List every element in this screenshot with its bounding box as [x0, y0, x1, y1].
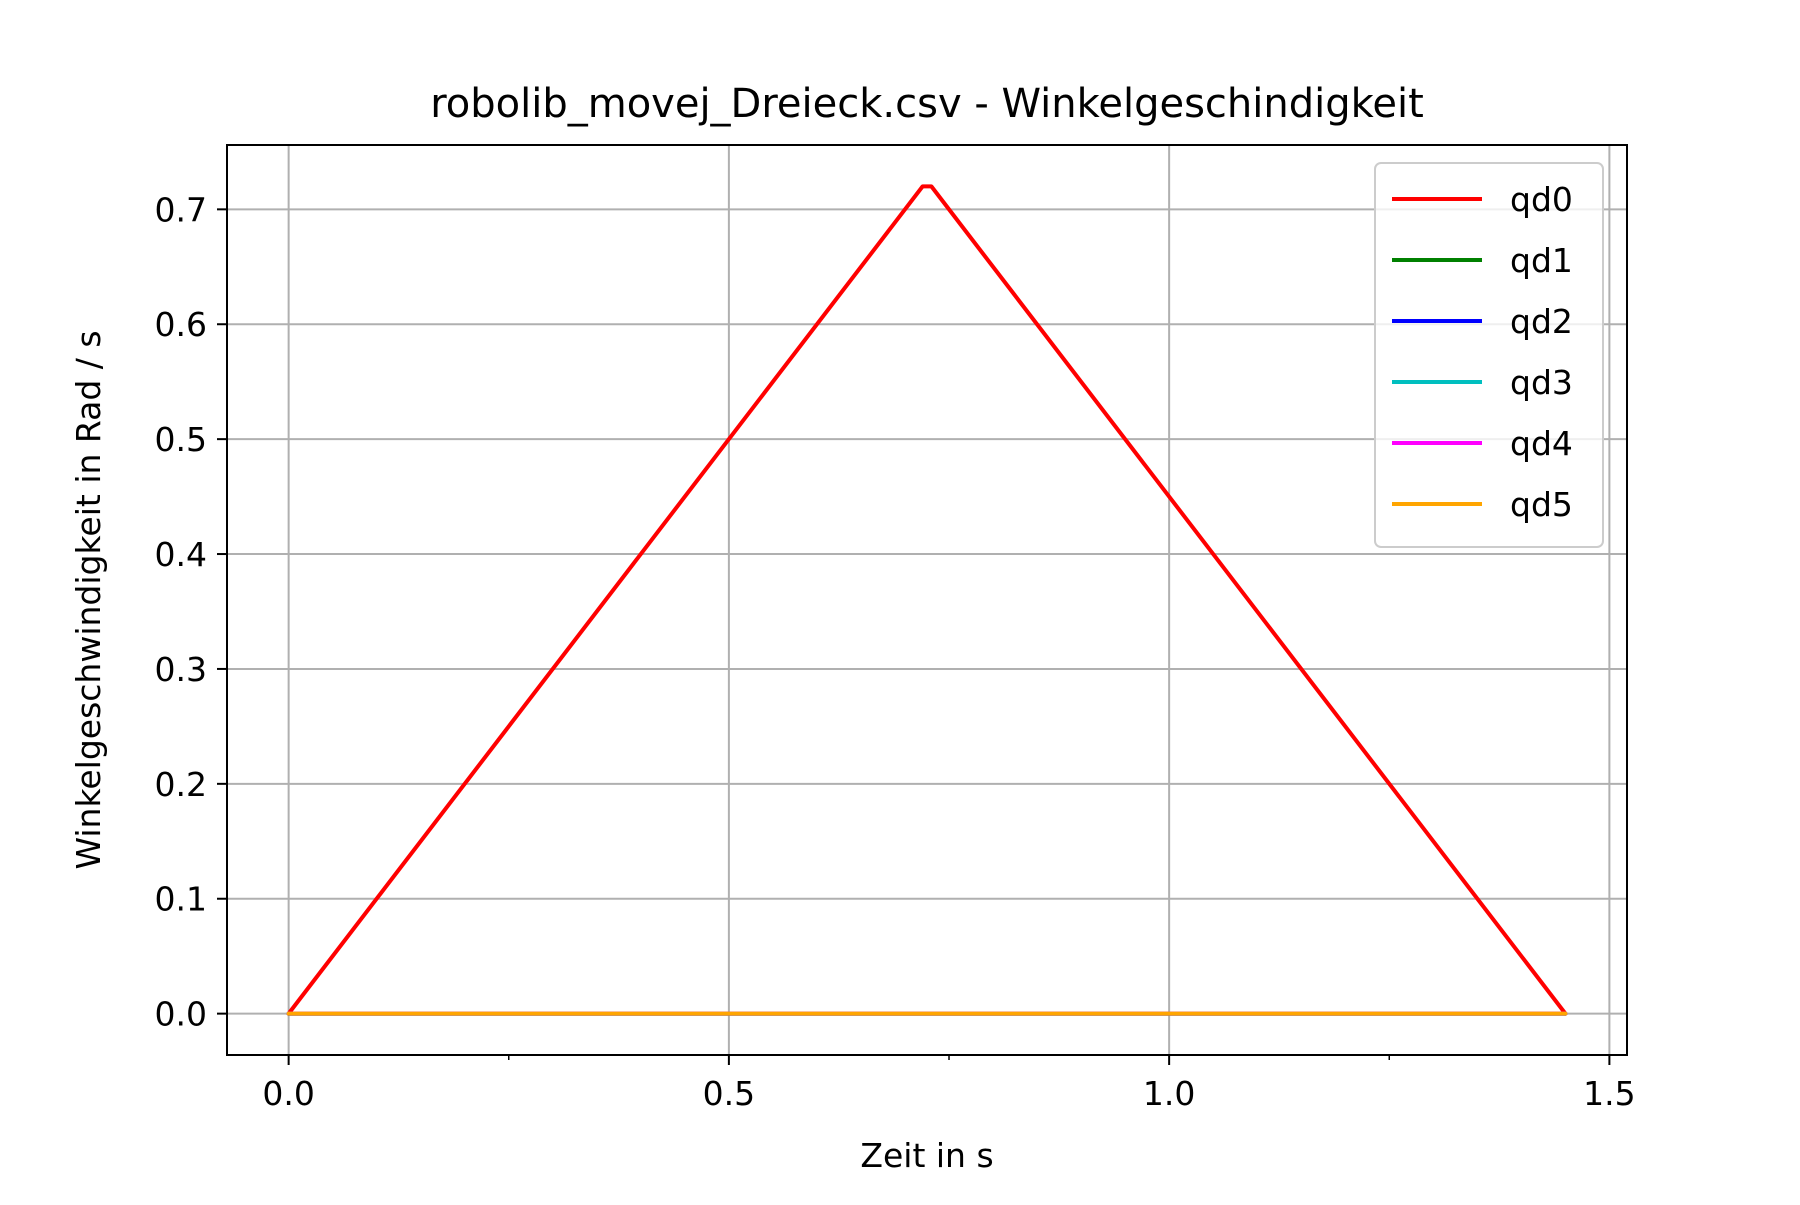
y-tick-label: 0.1: [155, 880, 207, 919]
y-tick-label: 0.4: [155, 535, 207, 574]
chart-title: robolib_movej_Dreieck.csv - Winkelgeschi…: [430, 81, 1424, 127]
y-tick-label: 0.0: [155, 995, 207, 1034]
legend-label-qd5: qd5: [1510, 485, 1573, 524]
legend-label-qd1: qd1: [1510, 241, 1573, 280]
axis-ticks: 0.0 0.5 1.0 1.5 0.0 0.1 0.2 0.3 0.4 0.5 0.6 0.7: [155, 190, 1636, 1113]
y-tick-label: 0.2: [155, 765, 207, 804]
y-tick-label: 0.7: [155, 190, 207, 229]
series-line-qd0: [286, 184, 1568, 1016]
y-tick-label: 0.5: [155, 420, 207, 459]
series-lines: [286, 184, 1568, 1016]
plot-frame: [226, 144, 1628, 1056]
legend-label-qd3: qd3: [1510, 363, 1573, 402]
x-tick-label: 0.0: [262, 1074, 314, 1113]
legend: qd0 qd1 qd2 qd3 qd4 qd5: [1374, 162, 1604, 548]
x-tick-label: 0.5: [703, 1074, 755, 1113]
x-tick-label: 1.5: [1583, 1074, 1635, 1113]
y-axis-label: Winkelgeschwindigkeit in Rad / s: [69, 330, 108, 869]
legend-label-qd2: qd2: [1510, 302, 1573, 341]
y-tick-label: 0.3: [155, 650, 207, 689]
x-axis-label: Zeit in s: [860, 1136, 993, 1175]
legend-label-qd0: qd0: [1510, 180, 1573, 219]
legend-label-qd4: qd4: [1510, 424, 1573, 463]
y-tick-label: 0.6: [155, 305, 207, 344]
x-tick-label: 1.0: [1143, 1074, 1195, 1113]
